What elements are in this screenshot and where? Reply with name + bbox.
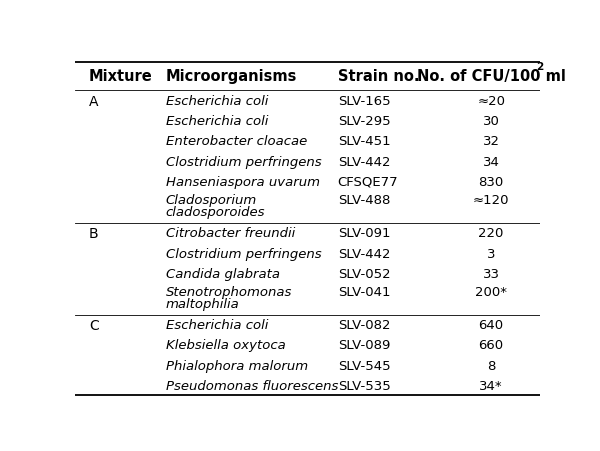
Text: Pseudomonas fluorescens: Pseudomonas fluorescens — [166, 379, 338, 392]
Text: 200*: 200* — [475, 285, 507, 299]
Text: Enterobacter cloacae: Enterobacter cloacae — [166, 135, 307, 148]
Text: SLV-041: SLV-041 — [338, 285, 390, 299]
Text: ≈120: ≈120 — [473, 194, 509, 207]
Text: Candida glabrata: Candida glabrata — [166, 267, 280, 280]
Text: Klebsiella oxytoca: Klebsiella oxytoca — [166, 339, 286, 352]
Text: SLV-082: SLV-082 — [338, 318, 390, 331]
Text: 8: 8 — [487, 359, 496, 372]
Text: B: B — [89, 226, 98, 240]
Text: No. of CFU/100 ml: No. of CFU/100 ml — [417, 69, 566, 84]
Text: 660: 660 — [479, 339, 504, 352]
Text: A: A — [89, 94, 98, 108]
Text: SLV-295: SLV-295 — [338, 115, 391, 128]
Text: 220: 220 — [478, 227, 504, 240]
Text: ≈20: ≈20 — [477, 95, 505, 108]
Text: SLV-442: SLV-442 — [338, 247, 390, 260]
Text: Clostridium perfringens: Clostridium perfringens — [166, 155, 322, 168]
Text: 34*: 34* — [479, 379, 503, 392]
Text: Microorganisms: Microorganisms — [166, 69, 297, 84]
Text: Strain no.: Strain no. — [338, 69, 419, 84]
Text: SLV-442: SLV-442 — [338, 155, 390, 168]
Text: SLV-052: SLV-052 — [338, 267, 391, 280]
Text: 34: 34 — [483, 155, 500, 168]
Text: SLV-545: SLV-545 — [338, 359, 391, 372]
Text: Phialophora malorum: Phialophora malorum — [166, 359, 308, 372]
Text: Hanseniaspora uvarum: Hanseniaspora uvarum — [166, 175, 320, 189]
Text: SLV-451: SLV-451 — [338, 135, 391, 148]
Text: cladosporoides: cladosporoides — [166, 205, 265, 218]
Text: SLV-165: SLV-165 — [338, 95, 391, 108]
Text: Clostridium perfringens: Clostridium perfringens — [166, 247, 322, 260]
Text: SLV-488: SLV-488 — [338, 194, 390, 207]
Text: 32: 32 — [482, 135, 500, 148]
Text: Escherichia coli: Escherichia coli — [166, 115, 268, 128]
Text: 830: 830 — [479, 175, 504, 189]
Text: CFSQE77: CFSQE77 — [338, 175, 398, 189]
Text: Citrobacter freundii: Citrobacter freundii — [166, 227, 295, 240]
Text: Cladosporium: Cladosporium — [166, 194, 257, 207]
Text: Escherichia coli: Escherichia coli — [166, 95, 268, 108]
Text: C: C — [89, 318, 98, 332]
Text: Mixture: Mixture — [89, 69, 152, 84]
Text: 30: 30 — [483, 115, 500, 128]
Text: SLV-535: SLV-535 — [338, 379, 391, 392]
Text: SLV-089: SLV-089 — [338, 339, 390, 352]
Text: 640: 640 — [479, 318, 504, 331]
Text: 2: 2 — [536, 62, 544, 72]
Text: Stenotrophomonas: Stenotrophomonas — [166, 285, 292, 299]
Text: Escherichia coli: Escherichia coli — [166, 318, 268, 331]
Text: maltophilia: maltophilia — [166, 297, 239, 310]
Text: SLV-091: SLV-091 — [338, 227, 390, 240]
Text: 33: 33 — [482, 267, 500, 280]
Text: 3: 3 — [487, 247, 496, 260]
